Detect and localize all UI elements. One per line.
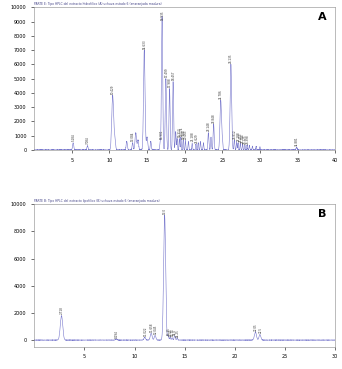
Text: 10.429: 10.429 [111, 85, 115, 94]
Text: 28.398: 28.398 [246, 134, 250, 144]
Text: 17.499: 17.499 [164, 68, 168, 77]
Text: 21.629: 21.629 [194, 133, 198, 143]
Text: 28.125: 28.125 [243, 134, 247, 144]
Text: 20.463: 20.463 [184, 129, 188, 139]
Text: 13.35: 13.35 [167, 327, 171, 335]
Text: PARTE B: Tipo HPLC del extracto lipofilico (B) uchuva estado 6 (anaranjada madur: PARTE B: Tipo HPLC del extracto lipofili… [34, 199, 160, 203]
Text: 11.658: 11.658 [150, 323, 154, 332]
Text: 27.188: 27.188 [236, 132, 240, 141]
Text: 26.135: 26.135 [229, 54, 233, 63]
Text: 22.05: 22.05 [254, 323, 258, 331]
Text: 19.988: 19.988 [182, 129, 186, 139]
Text: 34.881: 34.881 [295, 137, 299, 146]
Text: 18.457: 18.457 [171, 70, 175, 80]
Text: 23.148: 23.148 [207, 122, 211, 131]
Text: 24.786: 24.786 [219, 89, 223, 99]
Text: PARTE E: Tipo HPLC del extracto hidrofilico (A) uchuva estado 6 (anaranjada madu: PARTE E: Tipo HPLC del extracto hidrofil… [34, 2, 162, 6]
Text: 16.901: 16.901 [160, 129, 164, 139]
Text: 12.045: 12.045 [154, 325, 158, 334]
Text: 23.848: 23.848 [212, 113, 216, 123]
Text: A: A [317, 12, 326, 22]
Text: 22.5: 22.5 [259, 327, 262, 333]
Text: 14.633: 14.633 [143, 39, 147, 49]
Text: 16.935: 16.935 [160, 11, 165, 20]
Text: 27.453: 27.453 [239, 133, 243, 142]
Text: 13.75: 13.75 [171, 328, 175, 336]
Text: 13.084: 13.084 [131, 132, 135, 141]
Text: 2.718: 2.718 [60, 306, 64, 314]
Text: 21.188: 21.188 [190, 132, 195, 141]
Text: 5.184: 5.184 [71, 134, 76, 141]
Text: 19.574: 19.574 [179, 126, 183, 136]
Text: 17.988: 17.988 [168, 77, 172, 87]
Text: 26.812: 26.812 [233, 129, 237, 139]
Text: 7.084: 7.084 [86, 137, 90, 144]
Text: 14.0: 14.0 [173, 329, 177, 335]
Text: 27.784: 27.784 [241, 133, 245, 143]
Text: 13.55: 13.55 [169, 328, 173, 336]
Text: 11.022: 11.022 [143, 327, 147, 336]
Text: 19.313: 19.313 [178, 128, 182, 137]
Text: B: B [318, 208, 326, 218]
Text: 13.0: 13.0 [163, 208, 167, 214]
Text: 8.194: 8.194 [115, 330, 119, 338]
Text: 14.25: 14.25 [176, 329, 180, 337]
